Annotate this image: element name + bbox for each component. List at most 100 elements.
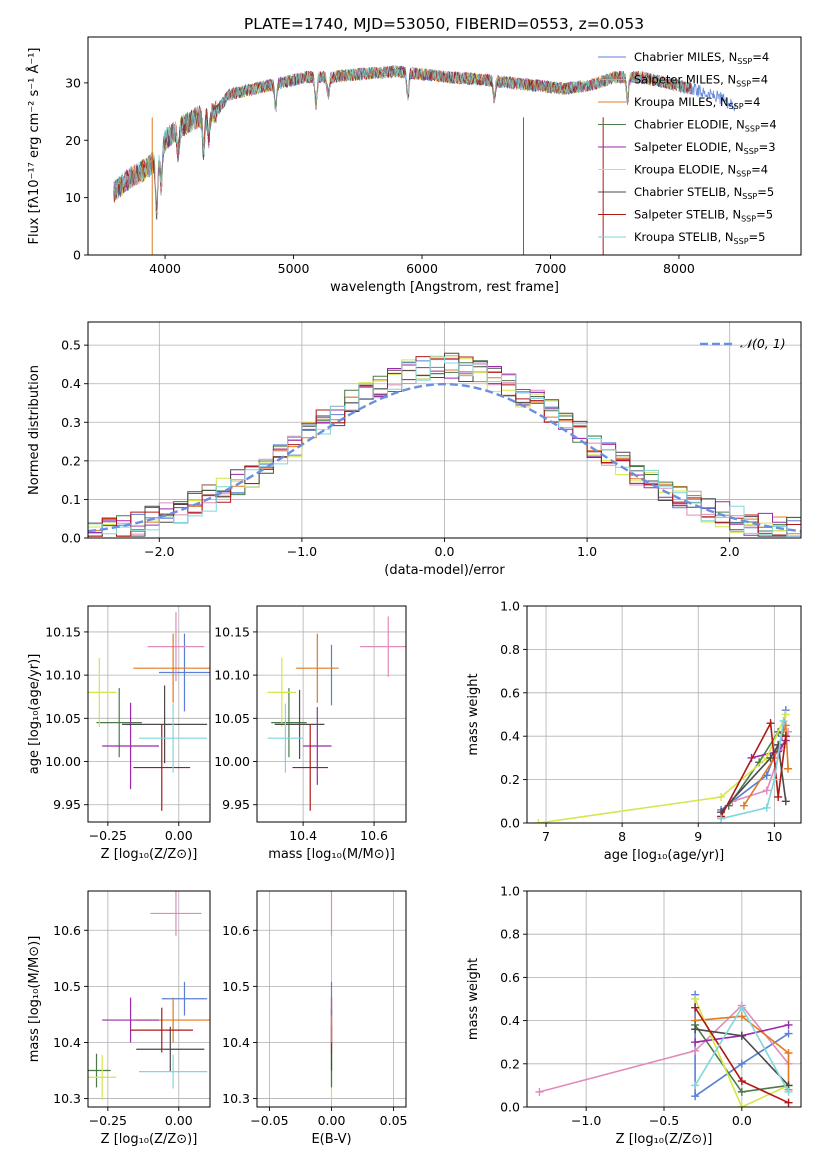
- x-tick-label: −1.0: [287, 544, 317, 559]
- x-axis-label: wavelength [Angstrom, rest frame]: [330, 280, 559, 295]
- weight-series: [691, 1020, 793, 1096]
- weight-marker: [784, 1098, 793, 1107]
- legend-subscript: SSP: [742, 192, 757, 201]
- x-tick-label: 4000: [149, 261, 181, 276]
- y-tick-label: 9.95: [222, 797, 250, 812]
- error-bar-point: [136, 1026, 205, 1072]
- error-bar-point: [292, 724, 328, 811]
- weight-series: [691, 1003, 793, 1107]
- weight-marker: [737, 1087, 746, 1096]
- x-tick-label: 8: [618, 829, 626, 844]
- weight-line: [695, 1015, 790, 1090]
- error-bar-point: [271, 688, 307, 758]
- legend-subscript: SSP: [737, 57, 752, 66]
- y-tick-label: 10.6: [222, 923, 250, 938]
- y-tick-label: 10: [65, 190, 81, 205]
- weight-marker: [691, 1038, 700, 1047]
- x-tick-label: −0.25: [89, 1113, 127, 1128]
- error-bar-point: [102, 997, 159, 1043]
- y-tick-label: 0.4: [500, 729, 520, 744]
- legend-count: =4: [744, 95, 761, 109]
- y-tick-label: 0.0: [61, 531, 81, 546]
- panel-massweight-vs-Z: −1.0 −0.5 0.0 0.0 0.2 0.4 0.6 0.8 1.0 Z [log₁₀(Z/…: [466, 884, 802, 1147]
- error-bar-point: [267, 657, 297, 727]
- legend-subscript: SSP: [745, 125, 760, 134]
- legend-subscript: SSP: [744, 147, 759, 156]
- y-tick-label: 10.5: [53, 979, 81, 994]
- weight-line: [720, 720, 787, 817]
- y-tick-label: 0.5: [61, 338, 81, 353]
- weight-marker: [784, 1087, 793, 1096]
- y-tick-label: 30: [65, 75, 81, 90]
- error-bar-point: [122, 685, 208, 764]
- x-tick-label: 0.00: [318, 1113, 346, 1128]
- weight-marker: [784, 1029, 793, 1038]
- error-bar-point: [267, 703, 304, 773]
- x-tick-label: 0.0: [732, 1113, 752, 1128]
- y-axis-label: Normed distribution: [27, 365, 42, 495]
- panel-spectrum: 4000 5000 6000 7000 8000 0 10 20 30 wavelength [A…: [26, 36, 802, 295]
- error-bar-point: [161, 981, 208, 1016]
- weight-series: [717, 717, 788, 823]
- legend-subscript: SSP: [736, 80, 751, 89]
- weight-marker: [535, 1087, 544, 1096]
- x-tick-label: −0.5: [649, 1113, 679, 1128]
- y-tick-label: 10.00: [45, 754, 81, 769]
- plot-area: [88, 352, 801, 537]
- x-axis-label: E(B-V): [311, 1132, 351, 1147]
- legend-count: =5: [749, 230, 766, 244]
- weight-line: [720, 720, 785, 820]
- axes-frame: [87, 605, 211, 823]
- legend-text: Salpeter ELODIE, N: [634, 140, 744, 154]
- legend-entry: Chabrier ELODIE, NSSP=4: [634, 118, 777, 134]
- weight-marker: [691, 1092, 700, 1101]
- y-tick-label: 0.2: [61, 453, 81, 468]
- spectrum-line: [113, 65, 693, 207]
- y-tick-label: 0.6: [500, 970, 520, 985]
- weight-series: [717, 740, 790, 817]
- weight-series: [691, 1003, 793, 1096]
- y-tick-label: 0.1: [61, 492, 81, 507]
- y-tick-label: 0.2: [500, 1056, 520, 1071]
- weight-marker: [737, 1077, 746, 1086]
- y-tick-label: 10.6: [53, 923, 81, 938]
- y-tick-label: 0.4: [61, 376, 81, 391]
- y-axis-label: age [log₁₀(age/yr)]: [27, 654, 42, 775]
- weight-marker: [770, 775, 779, 784]
- spectrum-line: [113, 65, 693, 214]
- weight-marker: [691, 1081, 700, 1090]
- y-axis-label: Flux [fλ10⁻¹⁷ erg cm⁻² s⁻¹ Å⁻¹]: [26, 48, 42, 245]
- legend-entry: Chabrier MILES, NSSP=4: [634, 50, 769, 66]
- legend-text: Chabrier ELODIE, N: [634, 118, 745, 132]
- weight-line: [720, 742, 787, 813]
- y-tick-label: 10.5: [222, 979, 250, 994]
- legend-entry: Salpeter MILES, NSSP=4: [634, 73, 768, 89]
- y-tick-label: 10.10: [214, 668, 250, 683]
- y-tick-label: 0.0: [500, 816, 520, 831]
- normal-curve: [88, 382, 801, 533]
- weight-series: [691, 1012, 793, 1094]
- weight-marker: [739, 801, 748, 810]
- plot-area: [88, 612, 210, 811]
- error-bar-point: [88, 1053, 111, 1088]
- x-tick-label: 10.6: [360, 828, 388, 843]
- x-axis-label: Z [log₁₀(Z/Z⊙)]: [101, 847, 198, 862]
- legend-count: =3: [759, 140, 776, 154]
- legend-count: =4: [752, 50, 769, 64]
- error-bar-point: [102, 702, 159, 790]
- y-tick-label: 0.6: [500, 685, 520, 700]
- legend-count: =5: [756, 208, 773, 222]
- x-tick-label: 0.00: [165, 828, 193, 843]
- error-bar-point: [88, 657, 117, 727]
- x-tick-label: −1.0: [571, 1113, 601, 1128]
- weight-marker: [766, 719, 775, 728]
- weight-marker: [737, 1103, 746, 1107]
- legend: Chabrier MILES, NSSP=4 Salpeter MILES, NS…: [598, 50, 777, 246]
- x-tick-label: −2.0: [144, 544, 174, 559]
- y-tick-label: 10.3: [222, 1091, 250, 1106]
- error-bar-point: [274, 689, 325, 759]
- x-tick-label: −0.25: [89, 828, 127, 843]
- plot-area: [534, 706, 793, 823]
- axes-frame: [526, 605, 802, 824]
- weight-marker: [691, 1003, 700, 1012]
